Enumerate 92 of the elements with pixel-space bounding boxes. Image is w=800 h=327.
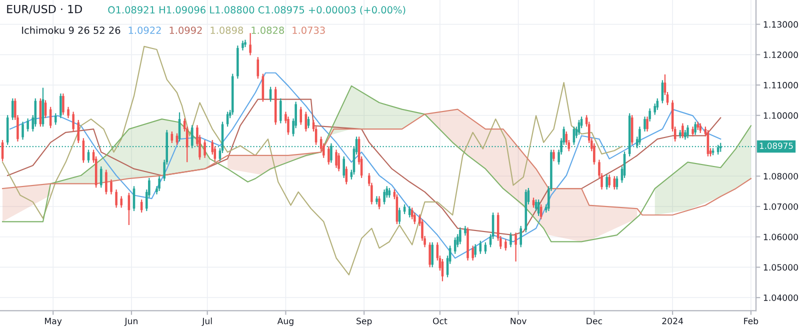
candlestick — [474, 244, 476, 258]
candlestick — [191, 124, 194, 149]
x-tick-label: Aug — [277, 318, 294, 326]
candlestick — [514, 232, 517, 262]
candlestick — [100, 166, 102, 188]
candlestick — [648, 108, 651, 122]
x-tick-label: Jul — [202, 318, 212, 326]
candlestick — [338, 152, 340, 172]
x-tick-label: Dec — [586, 318, 602, 324]
y-tick-label: 1.10000 — [764, 112, 798, 119]
candlestick — [72, 111, 74, 132]
annotation: 1.0733 — [292, 26, 325, 34]
x-tick-label: Oct — [432, 318, 448, 324]
candlestick — [686, 124, 689, 139]
y-tick-label: 1.11000 — [764, 82, 798, 88]
x-tick-label: Sep — [356, 318, 372, 326]
candlestick — [479, 240, 482, 254]
annotation: 1.0898 — [210, 26, 244, 34]
line-series — [2, 108, 752, 216]
candlestick — [646, 116, 648, 132]
candlestick — [464, 225, 466, 236]
candlestick — [552, 149, 555, 162]
x-tick-label: Jun — [124, 318, 138, 326]
candlestick — [115, 188, 118, 208]
candlestick — [342, 156, 346, 179]
candlestick — [300, 106, 302, 126]
annotation: 1.0922 — [128, 26, 161, 34]
candlestick — [249, 32, 252, 56]
annotation: O1.08921 H1.09096 L1.08800 C1.08975 +0.00003 (+0.00%) — [108, 6, 406, 15]
candlestick — [335, 149, 338, 168]
x-tick-label: Feb — [744, 318, 758, 324]
candlestick — [472, 245, 474, 262]
line-series — [7, 98, 722, 236]
y-tick-label: 1.06000 — [764, 234, 798, 240]
candlestick — [608, 174, 610, 188]
x-tick-label: 2024 — [662, 318, 684, 324]
candlestick — [87, 149, 90, 164]
candlestick — [158, 176, 160, 192]
chart-title: EUR/USD · 1D — [7, 4, 82, 14]
candlestick — [699, 122, 702, 134]
candlestick — [26, 118, 29, 132]
candlestick — [110, 178, 112, 195]
candlestick — [410, 207, 414, 220]
candlestick — [532, 197, 535, 208]
x-tick-label: Nov — [510, 318, 526, 324]
line-series — [2, 85, 752, 242]
candlestick — [12, 98, 14, 121]
candlestick — [328, 146, 330, 166]
candlestick — [60, 92, 62, 119]
candlestick — [654, 102, 656, 116]
candlestick — [105, 169, 108, 195]
candlestick — [510, 232, 512, 248]
y-tick-label: 1.05000 — [764, 264, 798, 271]
x-tick-label: May — [45, 318, 62, 326]
candlestick — [388, 187, 391, 198]
candlestick — [459, 226, 462, 245]
y-tick-label: 1.07000 — [764, 203, 798, 210]
candlestick — [428, 242, 431, 268]
annotation: Ichimoku 9 26 52 26 — [22, 26, 120, 34]
candlestick — [120, 196, 122, 208]
candlestick — [454, 236, 456, 254]
candlestick — [22, 121, 24, 140]
candlestick — [431, 242, 434, 268]
candlestick — [54, 112, 57, 126]
candlestick — [77, 119, 80, 144]
line-series — [10, 72, 722, 259]
y-tick-label: 1.13000 — [764, 21, 798, 28]
candlestick — [692, 126, 694, 137]
candlestick — [408, 206, 411, 218]
candlestick — [504, 238, 507, 252]
y-tick-label: 1.12000 — [764, 52, 798, 58]
candlestick — [606, 174, 608, 190]
candlestick — [682, 122, 684, 139]
candlestick — [694, 121, 696, 136]
ref-line-label: 1.08975 — [760, 142, 793, 149]
y-tick-label: 1.08000 — [764, 173, 798, 180]
candlestick — [242, 40, 244, 51]
candlestick — [520, 225, 522, 248]
candlestick — [684, 129, 686, 140]
annotation: 1.0992 — [170, 26, 202, 34]
candlestick — [67, 106, 70, 119]
candlestick — [262, 73, 264, 102]
candlestick — [62, 92, 64, 116]
y-tick-label: 1.04000 — [764, 294, 798, 301]
candlestick — [644, 116, 646, 132]
candlestick — [378, 196, 380, 210]
line-series — [2, 46, 623, 276]
annotation: 1.0828 — [252, 26, 284, 34]
candlestick — [383, 188, 386, 205]
candlestick — [176, 132, 178, 146]
candlestick — [204, 139, 206, 158]
candlestick — [280, 98, 282, 124]
